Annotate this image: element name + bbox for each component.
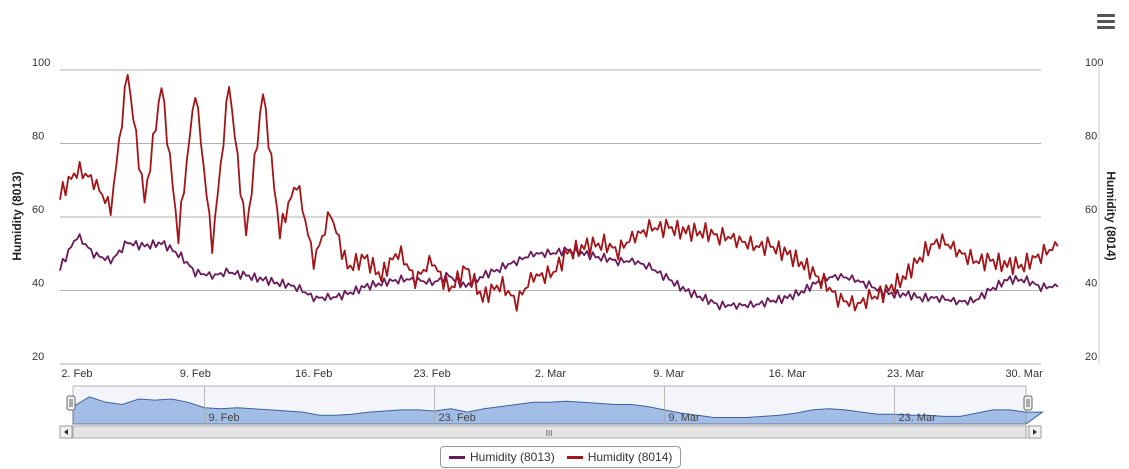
- legend-swatch-8014: [566, 455, 583, 459]
- scrollbar-grip: III: [546, 429, 553, 438]
- y-tick-right: 100: [1085, 57, 1103, 69]
- x-tick-label: 16. Mar: [769, 368, 807, 380]
- series-lines: [59, 73, 1059, 312]
- y-tick-left: 100: [32, 57, 50, 69]
- left-y-axis: 20 40 60 80 100: [32, 57, 50, 363]
- right-y-axis: 20 40 60 80 100: [1085, 57, 1103, 364]
- legend-item-8013[interactable]: Humidity (8013): [449, 450, 555, 464]
- y-tick-left: 60: [32, 204, 44, 216]
- navigator-handle-left[interactable]: [66, 395, 76, 411]
- y-tick-left: 20: [32, 351, 44, 363]
- y-tick-right: 60: [1085, 204, 1097, 216]
- arrow-left-icon: [64, 429, 68, 435]
- series-line-8013: [59, 233, 1059, 311]
- hamburger-menu-icon[interactable]: [1097, 14, 1115, 30]
- y-tick-left: 40: [32, 278, 44, 290]
- x-tick-label: 9. Feb: [180, 368, 211, 380]
- navigator-area: [72, 396, 1044, 425]
- legend-label-8013: Humidity (8013): [470, 450, 555, 464]
- navigator-tick-label: 23. Mar: [899, 412, 937, 424]
- legend-item-8014[interactable]: Humidity (8014): [566, 450, 673, 464]
- series-line-8014: [59, 73, 1059, 312]
- navigator-handle-right[interactable]: [1023, 395, 1033, 411]
- x-tick-label: 2. Feb: [61, 368, 92, 380]
- legend: Humidity (8013) Humidity (8014): [440, 446, 682, 468]
- x-tick-label: 30. Mar: [1005, 368, 1043, 380]
- x-tick-label: 2. Mar: [535, 368, 567, 380]
- legend-swatch-8013: [449, 455, 465, 459]
- navigator[interactable]: 9. Feb 23. Feb 9. Mar 23. Mar: [66, 385, 1044, 425]
- scrollbar[interactable]: III: [59, 425, 1042, 439]
- navigator-tick-label: 9. Feb: [208, 412, 239, 424]
- scrollbar-thumb[interactable]: [72, 425, 1027, 439]
- y-tick-right: 40: [1085, 278, 1097, 290]
- arrow-right-icon: [1033, 429, 1037, 435]
- y-tick-left: 80: [32, 131, 44, 143]
- y-tick-right: 20: [1085, 351, 1097, 363]
- x-tick-label: 16. Feb: [295, 368, 332, 380]
- y-tick-right: 80: [1085, 131, 1097, 143]
- x-tick-label: 23. Mar: [887, 368, 925, 380]
- x-axis: 2. Feb 9. Feb 16. Feb 23. Feb 2. Mar 9. Mar 16…: [61, 368, 1043, 380]
- navigator-tick-label: 23. Feb: [438, 412, 475, 424]
- legend-label-8014: Humidity (8014): [587, 450, 673, 464]
- scroll-left-button[interactable]: [59, 425, 73, 439]
- right-axis-title: Humidity (8014): [1104, 171, 1118, 260]
- x-tick-label: 23. Feb: [413, 368, 450, 380]
- scroll-right-button[interactable]: [1028, 425, 1042, 439]
- navigator-selection[interactable]: [72, 385, 1027, 425]
- x-tick-label: 9. Mar: [653, 368, 685, 380]
- grid-lines: [60, 69, 1041, 365]
- navigator-tick-label: 9. Mar: [669, 412, 701, 424]
- left-axis-title: Humidity (8013): [10, 171, 24, 260]
